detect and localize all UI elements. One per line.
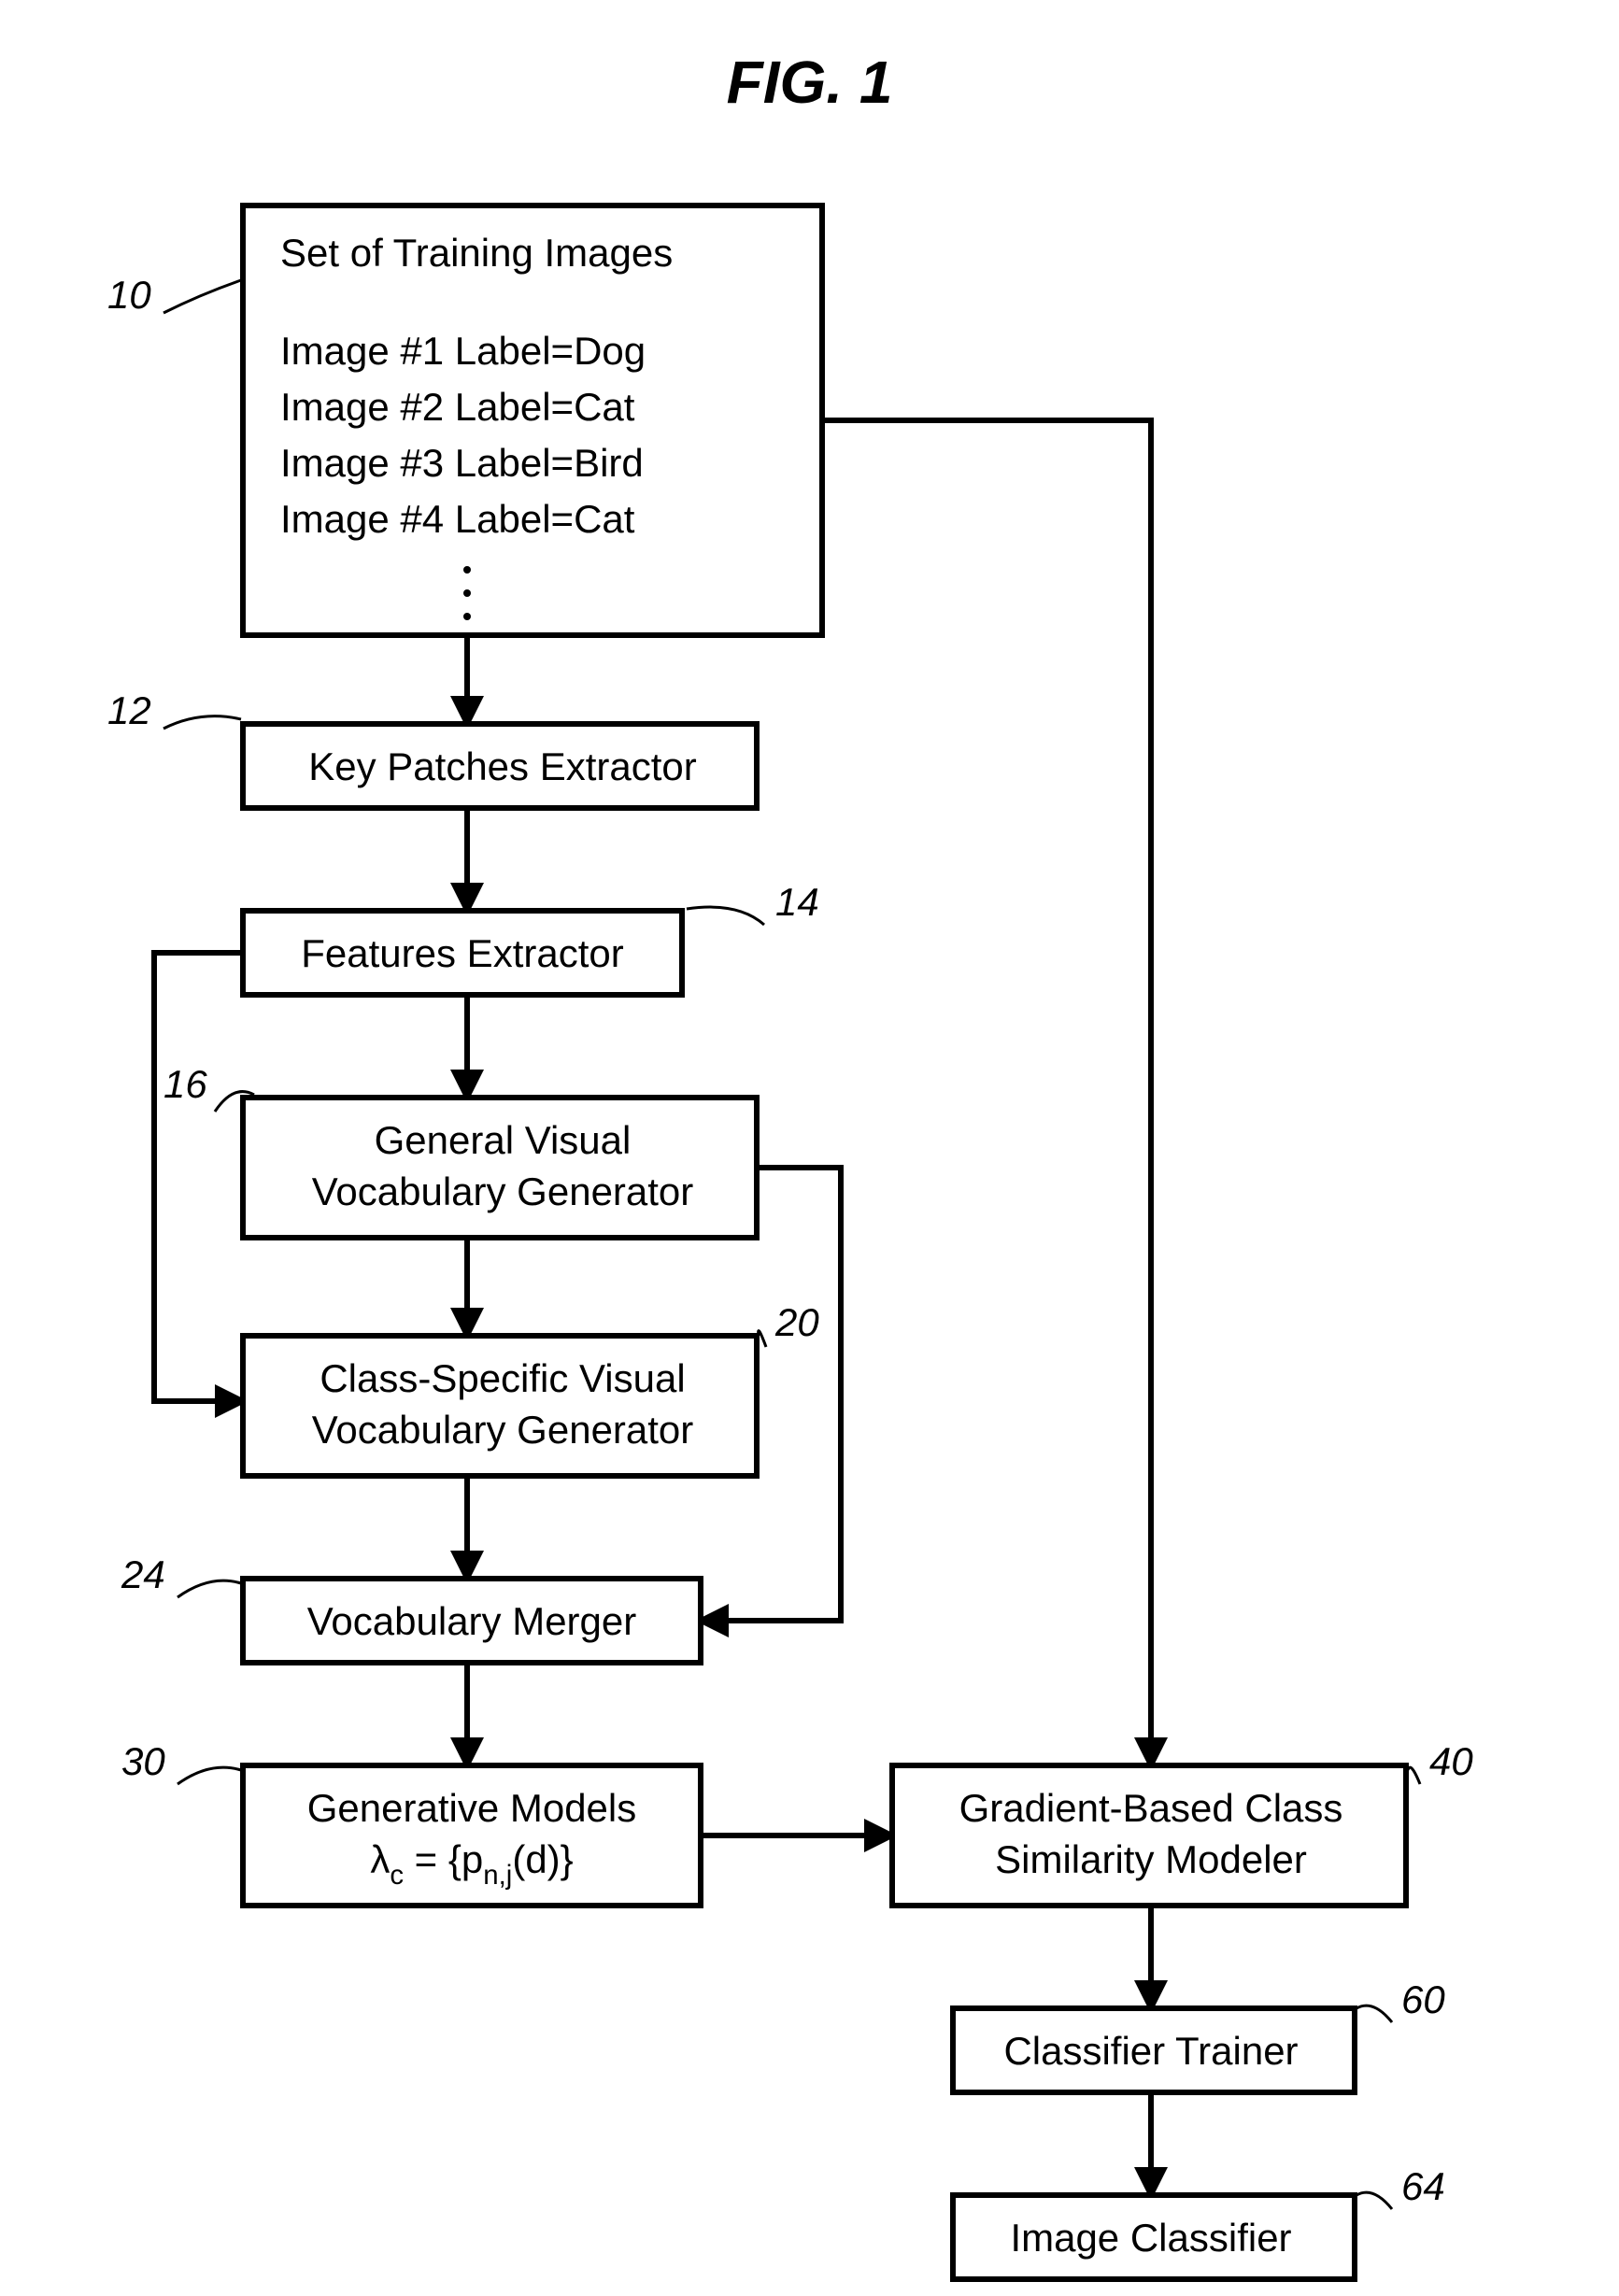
node-label-classifier-0: Image Classifier (1010, 2216, 1291, 2260)
node-label-genmodels-0: Generative Models (307, 1786, 637, 1830)
node-trainer: Classifier Trainer 60 (953, 1977, 1445, 2092)
node-label-general-1: Vocabulary Generator (312, 1169, 694, 1213)
node-general: General Visual Vocabulary Generator 16 (163, 1062, 757, 1238)
node-label-training-0: Set of Training Images (280, 231, 673, 275)
ellipsis-dot-2 (463, 613, 471, 620)
ref-label-general: 16 (163, 1062, 207, 1106)
ref-label-genmodels: 30 (121, 1739, 165, 1783)
edge-9 (822, 420, 1151, 1765)
ref-label-training: 10 (107, 273, 151, 317)
node-label-training-3: Image #3 Label=Bird (280, 441, 644, 485)
node-label-training-4: Image #4 Label=Cat (280, 497, 635, 541)
figure-title: FIG. 1 (727, 49, 893, 116)
ref-curve-0 (163, 280, 241, 313)
node-label-keypatches-0: Key Patches Extractor (308, 744, 697, 788)
ref-label-keypatches: 12 (107, 688, 151, 732)
node-label-classspec-1: Vocabulary Generator (312, 1408, 694, 1452)
node-keypatches: Key Patches Extractor 12 (107, 688, 757, 808)
node-training: Set of Training Images Image #1 Label=Dog… (107, 206, 822, 635)
ref-label-trainer: 60 (1401, 1977, 1445, 2021)
ref-label-classspec: 20 (774, 1300, 819, 1344)
ref-label-features: 14 (775, 880, 819, 924)
edges-layer (154, 420, 1151, 2195)
node-gradient: Gradient-Based Class Similarity Modeler 40 (892, 1739, 1473, 1906)
ref-curve-5 (178, 1580, 241, 1597)
ref-label-merger: 24 (121, 1552, 165, 1596)
node-classspec: Class-Specific Visual Vocabulary Generato… (243, 1300, 819, 1476)
node-label-features-0: Features Extractor (301, 931, 623, 975)
node-label-classspec-0: Class-Specific Visual (320, 1356, 685, 1400)
ellipsis-dot-1 (463, 589, 471, 597)
node-label-trainer-0: Classifier Trainer (1003, 2029, 1298, 2073)
node-label-general-0: General Visual (375, 1118, 632, 1162)
node-label-gradient-1: Similarity Modeler (995, 1837, 1307, 1881)
ref-curve-6 (178, 1767, 241, 1784)
figure-1-diagram: Set of Training Images Image #1 Label=Dog… (0, 0, 1619, 2296)
node-label-merger-0: Vocabulary Merger (307, 1599, 637, 1643)
nodes-layer: Set of Training Images Image #1 Label=Dog… (107, 206, 1473, 2279)
ref-curve-7 (1408, 1767, 1420, 1784)
node-classifier: Image Classifier 64 (953, 2164, 1445, 2279)
ref-label-classifier: 64 (1401, 2164, 1445, 2208)
node-genmodels: Generative Modelsλc = {pn,j(d)}30 (121, 1739, 701, 1906)
node-features: Features Extractor 14 (243, 880, 819, 995)
ref-curve-1 (163, 716, 241, 729)
ellipsis-dot-0 (463, 566, 471, 574)
node-label-gradient-0: Gradient-Based Class (959, 1786, 1343, 1830)
node-merger: Vocabulary Merger 24 (121, 1552, 701, 1663)
ref-curve-8 (1356, 2005, 1392, 2022)
ref-curve-9 (1356, 2192, 1392, 2209)
ref-label-gradient: 40 (1429, 1739, 1473, 1783)
ref-curve-2 (687, 907, 764, 925)
node-label-training-2: Image #2 Label=Cat (280, 385, 635, 429)
edge-6 (154, 953, 243, 1401)
node-label-training-1: Image #1 Label=Dog (280, 329, 646, 373)
